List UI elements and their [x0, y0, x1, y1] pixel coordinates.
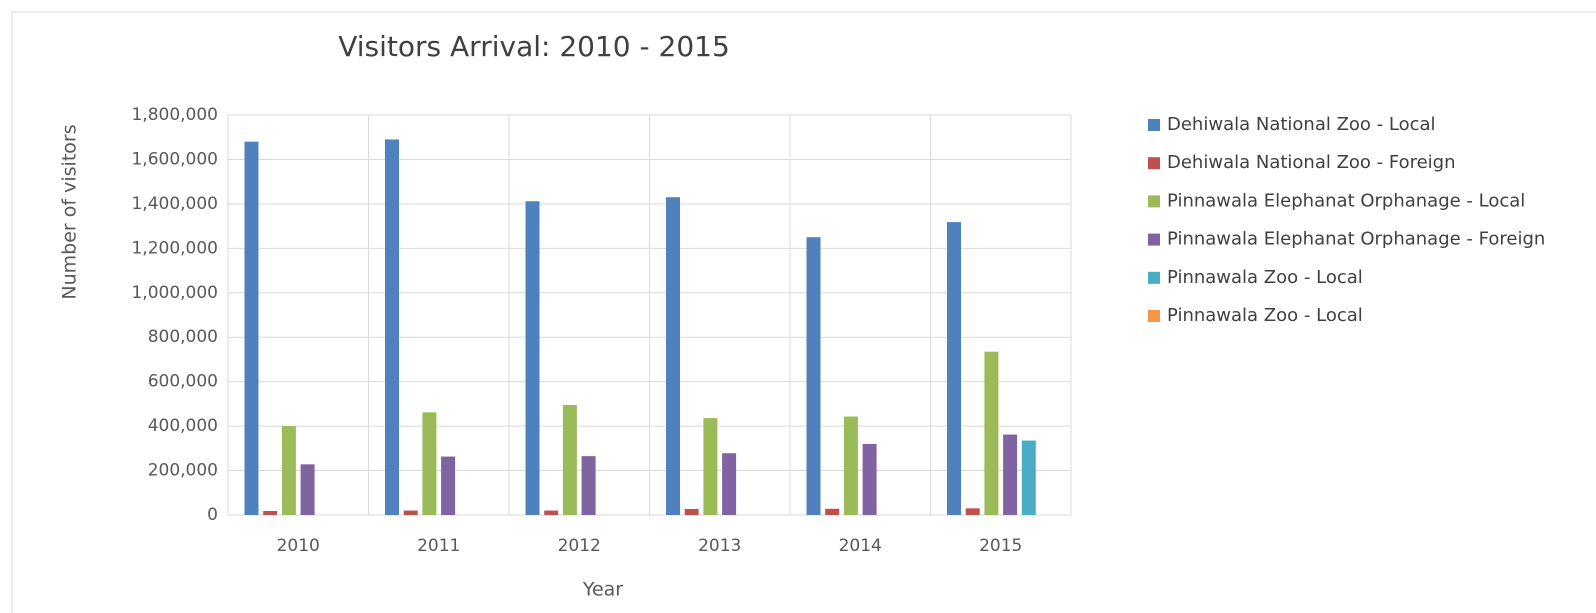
bar — [525, 201, 540, 515]
y-tick-label: 1,200,000 — [131, 238, 218, 258]
y-tick-label: 200,000 — [148, 461, 218, 481]
bar — [403, 510, 418, 515]
legend-swatch — [1148, 195, 1160, 208]
bar — [1003, 434, 1018, 515]
bar — [562, 405, 577, 515]
legend-swatch — [1148, 271, 1160, 284]
x-tick-label: 2014 — [839, 536, 882, 556]
bar — [385, 139, 399, 515]
bar — [965, 508, 980, 515]
bar — [684, 509, 699, 515]
bar — [703, 418, 718, 515]
x-tick-label: 2012 — [558, 536, 601, 556]
x-tick-label: 2013 — [698, 536, 741, 556]
bar — [422, 412, 437, 515]
y-tick-label: 1,400,000 — [131, 194, 218, 214]
y-tick-label: 800,000 — [148, 327, 218, 347]
x-axis-title: Year — [582, 579, 623, 601]
bar — [825, 508, 840, 515]
y-tick-label: 1,600,000 — [131, 149, 218, 169]
bar — [281, 426, 296, 515]
y-tick-label: 1,800,000 — [131, 105, 218, 125]
bar — [581, 456, 596, 515]
bar — [722, 453, 737, 515]
bar — [947, 222, 961, 515]
legend-swatch — [1148, 119, 1160, 131]
bar — [843, 416, 858, 515]
bar — [806, 237, 821, 515]
bar — [244, 141, 259, 515]
bar — [1021, 440, 1036, 515]
legend-text: Pinnawala Zoo - Local — [1167, 305, 1363, 326]
y-tick-label: 1,000,000 — [131, 283, 218, 303]
legend-swatch — [1148, 233, 1160, 246]
bar — [984, 351, 999, 515]
x-tick-label: 2010 — [277, 536, 320, 556]
legend-swatch — [1148, 157, 1160, 170]
legend-text: Pinnawala Elephanat Orphanage - Local — [1167, 190, 1525, 211]
y-tick-label: 600,000 — [148, 372, 218, 392]
x-tick-label: 2015 — [979, 536, 1022, 556]
x-tick-label: 2011 — [417, 536, 460, 556]
legend-swatch — [1148, 310, 1160, 322]
y-tick-label: 0 — [207, 505, 218, 525]
chart-title: Visitors Arrival: 2010 - 2015 — [338, 30, 730, 63]
bar — [300, 464, 315, 515]
bar — [263, 511, 278, 515]
legend-text: Pinnawala Elephanat Orphanage - Foreign — [1167, 229, 1545, 250]
bar — [441, 456, 456, 515]
bar — [666, 197, 680, 515]
bar — [544, 510, 559, 515]
y-axis-title: Number of visitors — [59, 124, 81, 299]
y-tick-label: 400,000 — [148, 416, 218, 436]
legend-text: Dehiwala National Zoo - Local — [1167, 114, 1436, 135]
legend-text: Dehiwala National Zoo - Foreign — [1167, 152, 1456, 173]
legend-text: Pinnawala Zoo - Local — [1167, 267, 1363, 288]
bar — [862, 443, 877, 515]
